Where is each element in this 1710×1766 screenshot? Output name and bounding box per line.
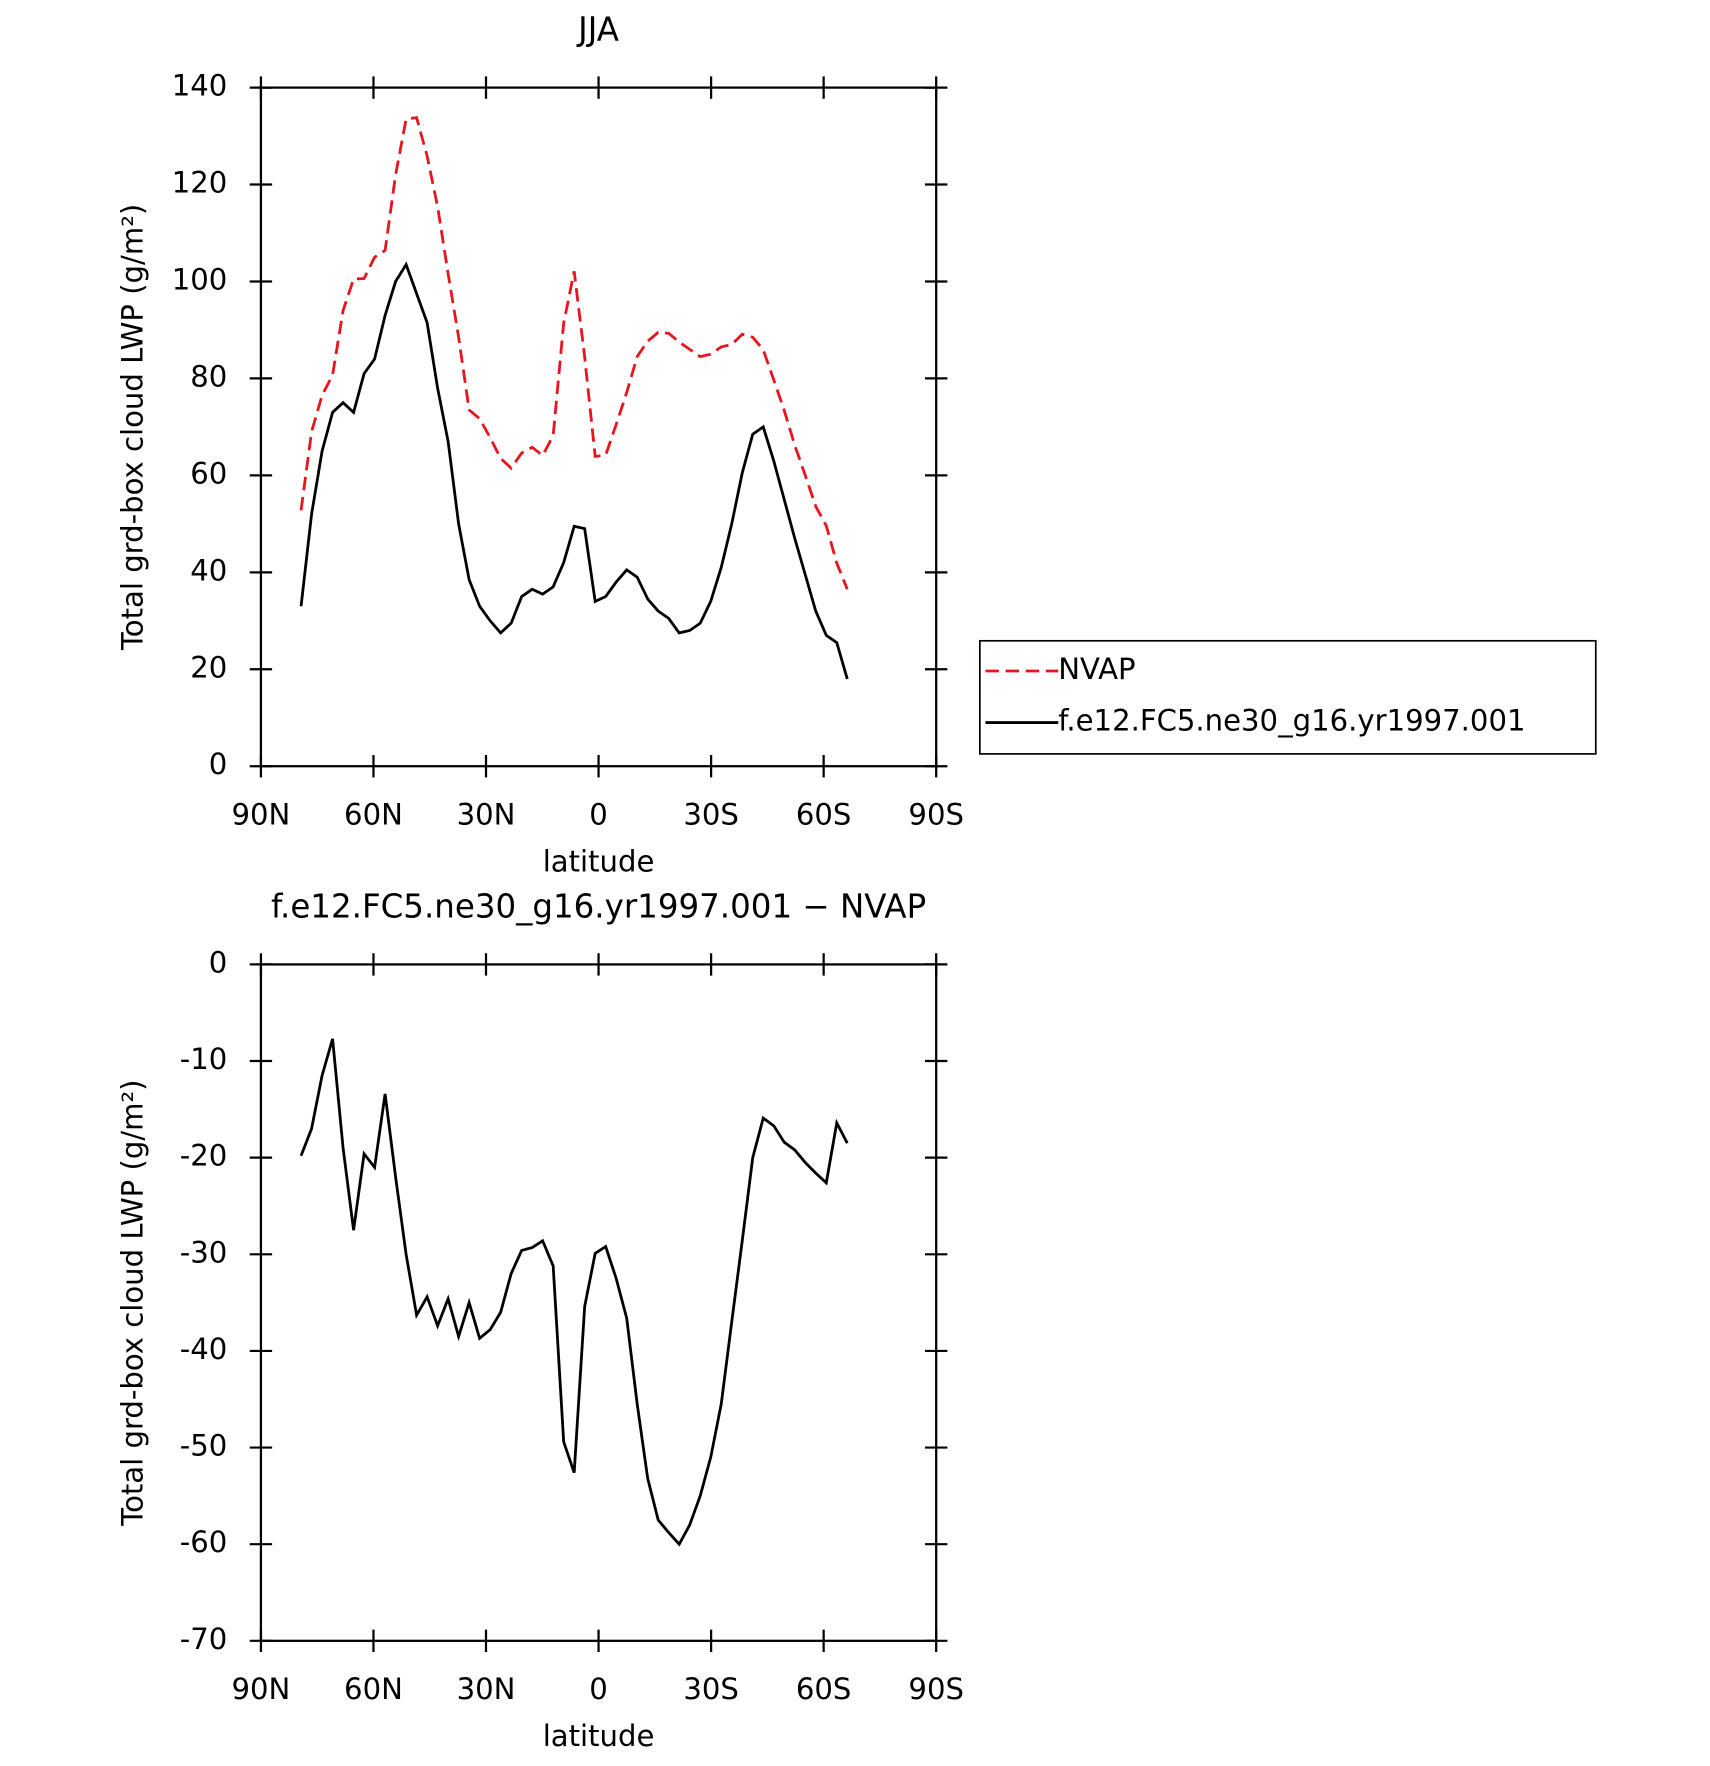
plot-frame xyxy=(259,86,938,768)
difference-line xyxy=(299,1038,849,1547)
legend-box xyxy=(979,639,1597,755)
series-line xyxy=(299,116,849,590)
x-tick-label: 0 xyxy=(589,798,608,832)
x-tick-label: 90S xyxy=(908,1672,964,1706)
legend-label: NVAP xyxy=(1058,652,1135,686)
y-tick-label: -60 xyxy=(180,1525,228,1559)
chart-title: JJA xyxy=(576,11,619,49)
chart-title: f.e12.FC5.ne30_g16.yr1997.001 − NVAP xyxy=(271,887,926,925)
y-tick-label: -50 xyxy=(180,1429,228,1463)
x-tick-label: 90S xyxy=(908,798,964,832)
y-tick-label: 60 xyxy=(190,456,227,490)
x-tick-label: 90N xyxy=(232,1672,291,1706)
legend-label: f.e12.FC5.ne30_g16.yr1997.001 xyxy=(1058,704,1525,738)
x-tick-label: 0 xyxy=(589,1672,608,1706)
x-axis-label: latitude xyxy=(543,845,655,879)
y-axis-label: Total grd-box cloud LWP (g/m²) xyxy=(115,1079,149,1526)
x-tick-label: 30N xyxy=(457,798,516,832)
y-tick-label: -70 xyxy=(180,1622,228,1656)
x-tick-label: 60N xyxy=(344,1672,403,1706)
x-tick-label: 60S xyxy=(796,798,852,832)
y-tick-label: 0 xyxy=(209,747,228,781)
y-tick-label: 100 xyxy=(172,262,228,296)
plot-frame xyxy=(259,963,938,1642)
x-axis-label: latitude xyxy=(543,1719,655,1753)
series-line xyxy=(299,261,849,680)
x-tick-label: 60N xyxy=(344,798,403,832)
x-tick-label: 60S xyxy=(796,1672,852,1706)
y-axis-label: Total grd-box cloud LWP (g/m²) xyxy=(115,204,149,651)
y-tick-label: 40 xyxy=(190,553,227,587)
y-tick-label: 20 xyxy=(190,650,227,684)
y-tick-label: 0 xyxy=(209,945,228,979)
y-tick-label: -10 xyxy=(180,1042,228,1076)
x-tick-label: 30S xyxy=(683,1672,739,1706)
y-tick-label: 80 xyxy=(190,359,227,393)
x-tick-label: 30S xyxy=(683,798,739,832)
x-tick-label: 30N xyxy=(457,1672,516,1706)
y-tick-label: -20 xyxy=(180,1139,228,1173)
y-tick-label: 140 xyxy=(172,69,228,103)
y-tick-label: 120 xyxy=(172,166,228,200)
y-tick-label: -40 xyxy=(180,1332,228,1366)
x-tick-label: 90N xyxy=(232,798,291,832)
y-tick-label: -30 xyxy=(180,1235,228,1269)
